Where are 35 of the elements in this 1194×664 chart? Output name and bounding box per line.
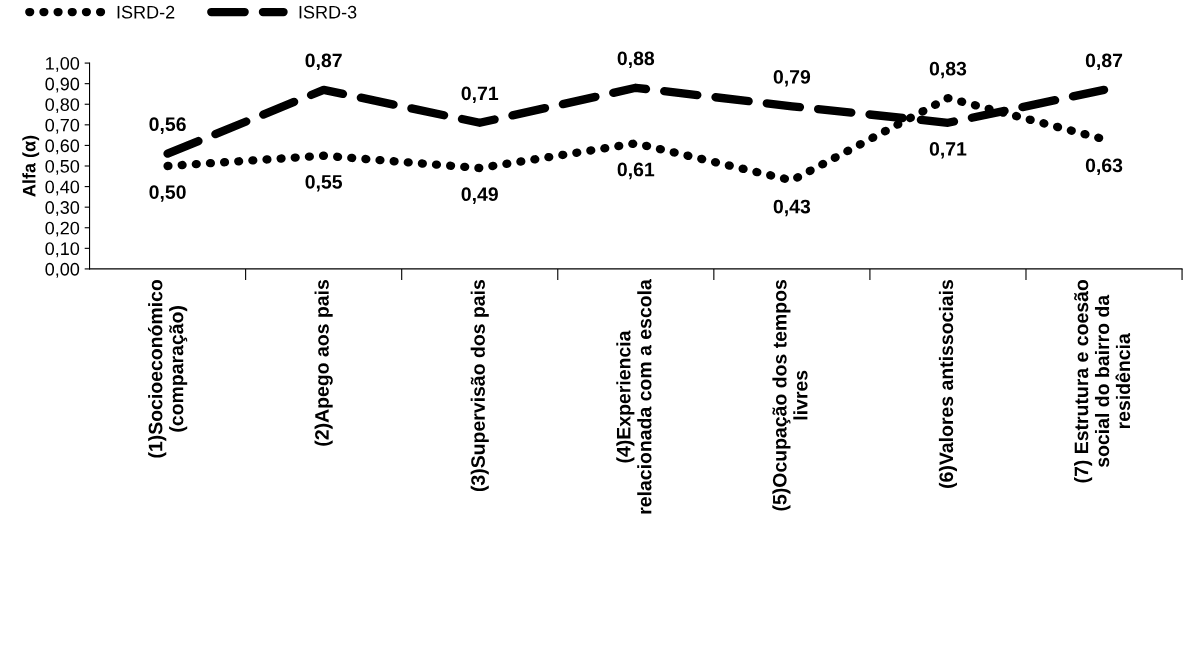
y-tick-label: 1,00 (46, 57, 80, 72)
data-label: 0,71 (461, 86, 499, 104)
data-label: 0,61 (617, 162, 655, 180)
x-tick-label: (6)Valores antissociais (938, 279, 958, 488)
y-tick-label: 0,20 (45, 221, 80, 237)
y-axis-title: Alfa (α) (22, 135, 40, 197)
y-tick-label: 0,70 (45, 118, 80, 134)
data-label: 0,83 (929, 61, 967, 79)
y-tick-label: 0,90 (45, 77, 80, 93)
x-tick-label: (5)Ocupação dos tempos livres (772, 279, 808, 511)
legend-label: ISRD-2 (117, 5, 175, 19)
x-tick-label: (3)Supervisão dos pais (470, 279, 489, 492)
data-label: 0,87 (1085, 53, 1123, 71)
y-tick-label: 0,00 (45, 262, 80, 278)
data-label: 0,88 (617, 51, 655, 69)
data-label: 0,63 (1085, 158, 1123, 176)
x-tick-label: (4)Experiencia relacionada com a escola (616, 279, 652, 514)
y-tick-label: 0,30 (45, 201, 80, 217)
data-label: 0,56 (149, 117, 186, 134)
data-label: 0,87 (305, 53, 342, 71)
legend-label: ISRD-3 (299, 5, 357, 19)
y-tick-label: 0,50 (45, 159, 80, 175)
data-label: 0,49 (461, 187, 498, 204)
data-label: 0,55 (305, 174, 343, 192)
x-tick-label: (2)Apego aos pais (314, 279, 333, 446)
x-tick-label: (1)Socioeconómico (comparação) (147, 279, 188, 458)
x-tick-label: (7) Estrutura e coesão social do bairro da residência (1074, 279, 1131, 483)
y-tick-label: 0,40 (45, 180, 80, 196)
y-tick-label: 0,60 (45, 139, 80, 155)
data-label: 0,50 (149, 185, 186, 202)
y-tick-label: 0,10 (45, 242, 80, 258)
data-label: 0,79 (773, 69, 811, 87)
data-label: 0,71 (929, 142, 967, 159)
data-label: 0,43 (773, 199, 811, 217)
y-tick-label: 0,80 (45, 98, 80, 114)
